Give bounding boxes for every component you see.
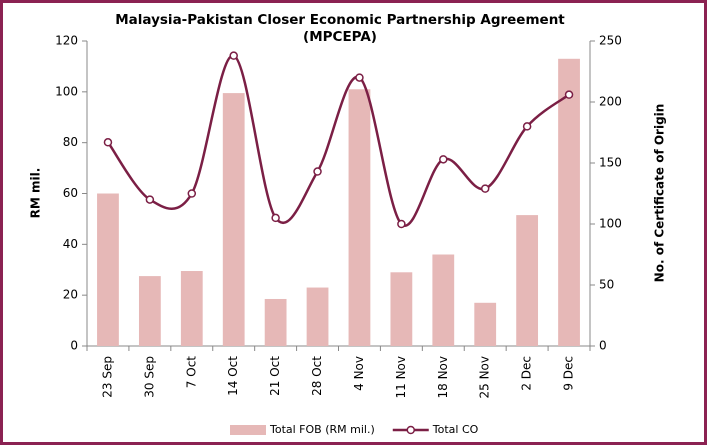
line-marker	[397, 219, 406, 229]
y2-tick-label: 200	[599, 95, 622, 109]
bar	[432, 254, 455, 346]
line	[106, 54, 570, 227]
bar	[516, 215, 539, 346]
x-tick-label: 25 Nov	[478, 356, 492, 399]
line-marker	[229, 51, 238, 60]
line-marker	[564, 90, 574, 99]
line-marker	[145, 195, 155, 204]
line-marker	[439, 155, 448, 164]
x-tick-label: 30 Sep	[142, 356, 156, 398]
bar	[264, 298, 287, 346]
x-tick-label: 9 Dec	[562, 356, 576, 391]
x-tick-label: 2 Dec	[520, 356, 534, 391]
line-marker	[103, 138, 113, 147]
y2-tick-label: 150	[599, 156, 622, 170]
x-tick-label: 4 Nov	[352, 356, 366, 391]
legend-swatch	[406, 425, 416, 435]
line-marker	[522, 122, 532, 131]
x-tick-label: 28 Oct	[310, 356, 324, 396]
y-tick-label: 20	[63, 288, 78, 302]
x-tick-label: 11 Nov	[394, 356, 408, 399]
y2-axis-label: No. of Certificate of Origin	[653, 104, 667, 283]
y-tick-label: 40	[63, 237, 78, 251]
y-tick-label: 80	[63, 135, 78, 149]
y2-tick-label: 50	[599, 278, 614, 292]
bar	[306, 287, 329, 346]
x-tick-label: 7 Oct	[184, 356, 198, 388]
line-marker	[313, 167, 322, 176]
legend-swatch	[230, 425, 266, 435]
x-tick-label: 18 Nov	[436, 356, 450, 399]
y-tick-label: 120	[55, 34, 78, 48]
y2-tick-label: 0	[599, 339, 607, 353]
bar	[348, 89, 371, 347]
bar	[474, 302, 497, 346]
x-tick-label: 21 Oct	[268, 356, 282, 396]
x-tick-label: 23 Sep	[100, 356, 114, 398]
bar	[180, 271, 203, 346]
line-marker	[355, 73, 364, 82]
y-axis-label: RM mil.	[29, 168, 43, 219]
x-tick-label: 14 Oct	[226, 356, 240, 396]
bar	[222, 93, 245, 347]
y-tick-label: 100	[55, 84, 78, 98]
bar	[138, 276, 161, 346]
y-tick-label: 0	[70, 339, 78, 353]
legend-label: Total CO	[432, 423, 479, 436]
bar	[97, 193, 119, 346]
chart-title: Malaysia-Pakistan Closer Economic Partne…	[115, 12, 565, 28]
y-tick-label: 60	[63, 186, 78, 200]
legend-label: Total FOB (RM mil.)	[269, 423, 375, 436]
y2-tick-label: 100	[599, 217, 622, 231]
y2-tick-label: 250	[599, 34, 622, 48]
chart-subtitle: (MPCEPA)	[303, 29, 377, 45]
bar	[390, 272, 413, 346]
line-marker	[271, 213, 280, 223]
line-marker	[480, 184, 490, 193]
bar	[558, 58, 580, 347]
line-marker	[187, 189, 197, 198]
